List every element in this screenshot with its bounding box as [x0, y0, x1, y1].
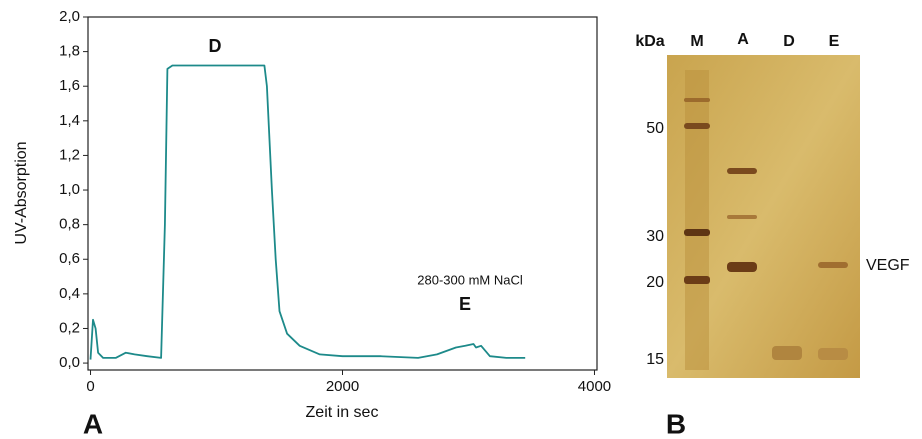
band	[684, 276, 710, 284]
gel	[667, 55, 860, 378]
y-tick-label: 0,6	[59, 250, 80, 267]
band	[818, 348, 848, 360]
y-tick-label: 1,8	[59, 43, 80, 60]
panel-label: B	[666, 408, 686, 439]
lane-label: D	[783, 33, 795, 50]
gel-unit: kDa	[635, 33, 664, 50]
band	[727, 168, 757, 174]
y-tick-label: 1,0	[59, 181, 80, 198]
y-tick-label: 0,0	[59, 354, 80, 371]
data-line	[91, 66, 526, 360]
y-tick-label: 1,2	[59, 146, 80, 163]
marker-label: 30	[646, 228, 664, 245]
panel-label: A	[83, 408, 103, 439]
band	[684, 123, 710, 129]
lane-label: A	[737, 31, 749, 48]
marker-label: 50	[646, 120, 664, 137]
annotation: 280-300 mM NaCl	[417, 272, 523, 287]
band	[818, 262, 848, 268]
band	[727, 215, 757, 219]
y-tick-label: 0,2	[59, 319, 80, 336]
y-tick-label: 0,4	[59, 285, 80, 302]
marker-label: 15	[646, 351, 664, 368]
plot-frame	[88, 17, 597, 370]
x-tick-label: 4000	[578, 378, 611, 395]
lane	[685, 70, 709, 370]
x-tick-label: 2000	[326, 378, 359, 395]
marker-label: 20	[646, 274, 664, 291]
band	[772, 346, 802, 360]
figure: D E 280-300 mM NaCl Zeit in sec UV-Absor…	[0, 0, 922, 439]
peak-label: E	[459, 294, 471, 314]
band	[727, 262, 757, 272]
y-tick-label: 1,4	[59, 112, 80, 129]
x-axis-label: Zeit in sec	[306, 404, 379, 421]
y-tick-label: 2,0	[59, 8, 80, 25]
y-tick-label: 1,6	[59, 77, 80, 94]
band	[684, 229, 710, 236]
y-axis-label: UV-Absorption	[13, 141, 30, 244]
x-tick-label: 0	[86, 378, 94, 395]
lane-label: M	[690, 33, 703, 50]
lane-label: E	[829, 33, 840, 50]
peak-label: D	[209, 36, 222, 56]
y-tick-label: 0,8	[59, 216, 80, 233]
band	[684, 98, 710, 102]
band-label: VEGF	[866, 257, 910, 274]
